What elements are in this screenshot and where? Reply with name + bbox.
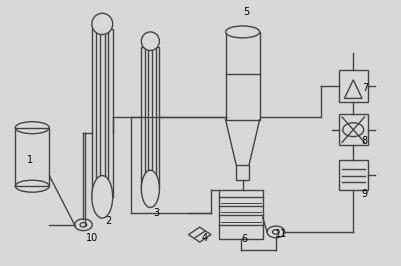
Bar (141, 47, 159, 189)
Bar (236, 165, 249, 180)
Ellipse shape (141, 170, 160, 207)
Text: 3: 3 (153, 208, 160, 218)
Bar (339, 160, 368, 190)
Text: 8: 8 (362, 136, 368, 146)
Bar (225, 32, 260, 120)
Text: 9: 9 (362, 189, 368, 199)
Ellipse shape (225, 26, 260, 38)
Ellipse shape (141, 32, 160, 51)
Text: 5: 5 (243, 7, 250, 17)
Text: 4: 4 (201, 233, 208, 243)
Text: 7: 7 (362, 83, 368, 93)
Ellipse shape (92, 176, 113, 218)
Bar (339, 114, 368, 145)
Bar (92, 29, 113, 197)
Bar (15, 128, 49, 186)
Text: 6: 6 (241, 234, 248, 244)
Ellipse shape (92, 13, 113, 35)
Bar (188, 227, 211, 242)
Text: 11: 11 (275, 229, 287, 239)
Text: 1: 1 (27, 155, 33, 165)
Text: 10: 10 (86, 233, 98, 243)
Text: 2: 2 (105, 216, 111, 226)
Bar (219, 190, 263, 239)
Bar (339, 70, 368, 102)
